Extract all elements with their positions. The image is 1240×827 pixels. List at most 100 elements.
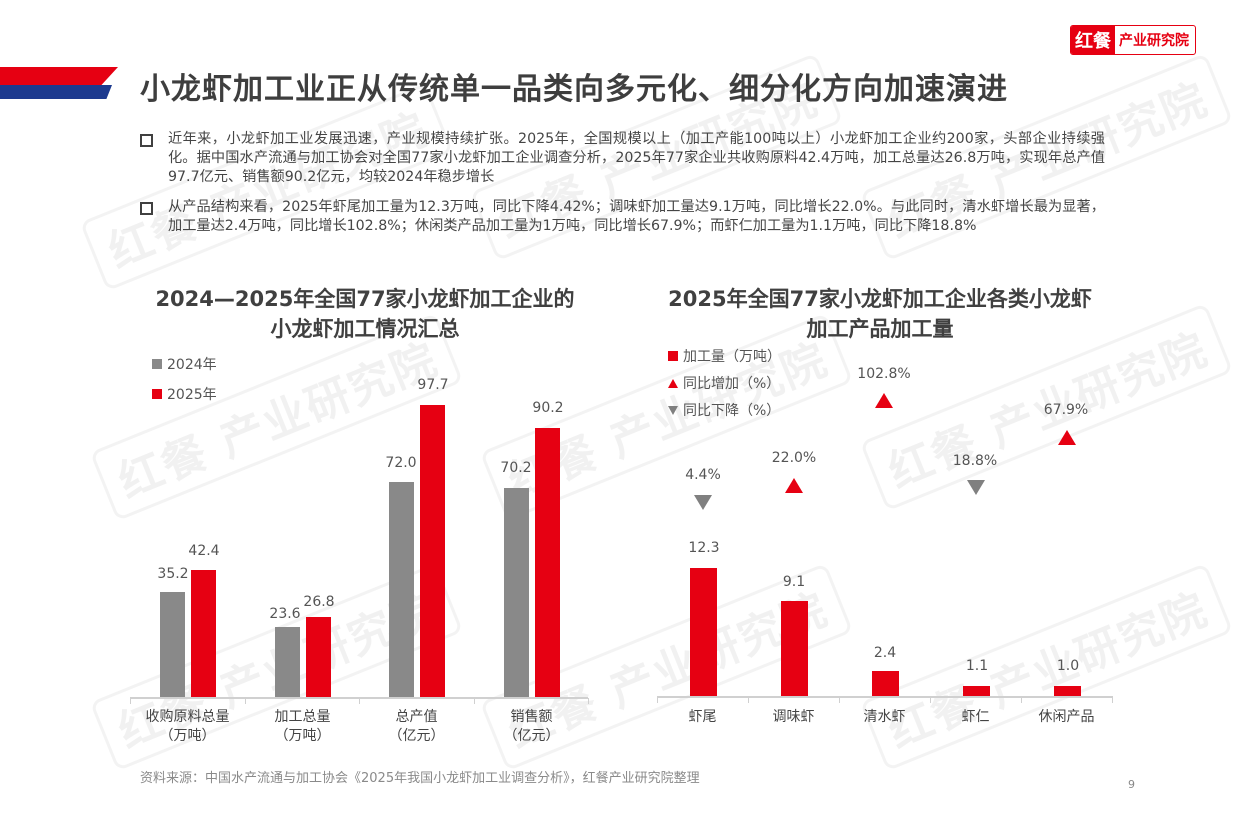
value-label: 35.2 <box>157 566 189 582</box>
legend-label: 2025年 <box>167 387 217 403</box>
category-label: 虾仁 <box>961 709 990 725</box>
header-accent-red-bar <box>0 67 118 85</box>
left-chart-legend: 2024年 2025年 <box>152 354 217 404</box>
legend-label: 加工量（万吨） <box>683 349 781 365</box>
yoy-label: 22.0% <box>771 450 817 466</box>
category-line: （亿元） <box>503 728 560 744</box>
legend-item-decrease: 同比下降（%） <box>668 400 781 420</box>
right-chart-legend: 加工量（万吨） 同比增加（%） 同比下降（%） <box>668 346 781 420</box>
category-line: （万吨） <box>159 728 216 744</box>
bar-snack-products <box>1054 686 1081 696</box>
value-label: 9.1 <box>782 574 806 590</box>
legend-label: 同比增加（%） <box>683 376 781 392</box>
x-axis-tick <box>748 697 749 703</box>
value-label: 1.1 <box>965 658 989 674</box>
category-label: 清水虾 <box>863 709 906 725</box>
category-line: 总产值 <box>395 709 438 725</box>
x-axis-tick <box>657 697 658 703</box>
square-bullet-icon <box>140 134 153 147</box>
triangle-down-icon <box>694 495 712 510</box>
value-label: 12.3 <box>688 540 720 556</box>
category-label: 销售额 （亿元） <box>474 708 589 746</box>
category-line: 销售额 <box>510 709 553 725</box>
bullet-text: 近年来，小龙虾加工业发展迅速，产业规模持续扩张。2025年，全国规模以上（加工产… <box>168 131 1105 185</box>
triangle-up-icon <box>668 378 678 388</box>
value-label: 42.4 <box>188 543 220 559</box>
x-axis-tick <box>130 698 131 704</box>
category-label: 加工总量 （万吨） <box>245 708 360 746</box>
legend-item-increase: 同比增加（%） <box>668 373 781 393</box>
value-label: 2.4 <box>873 645 897 661</box>
triangle-down-icon <box>967 480 985 495</box>
yoy-label: 102.8% <box>857 366 911 382</box>
chart-title-line: 小龙虾加工情况汇总 <box>270 317 460 341</box>
bar-2024-sales <box>504 488 529 697</box>
bar-2024-processing <box>275 627 300 697</box>
chart-title-line: 2025年全国77家小龙虾加工企业各类小龙虾 <box>668 287 1092 311</box>
value-label: 90.2 <box>532 400 564 416</box>
legend-square-icon <box>152 359 162 369</box>
left-chart-plot: 35.2 42.4 23.6 26.8 72.0 97.7 70.2 90.2 <box>130 377 590 704</box>
category-line: （万吨） <box>274 728 331 744</box>
value-label: 97.7 <box>417 377 449 393</box>
triangle-up-icon <box>875 393 893 408</box>
source-note: 资料来源：中国水产流通与加工协会《2025年我国小龙虾加工业调查分析》，红餐产业… <box>140 771 700 786</box>
bar-2025-sales <box>535 428 560 697</box>
category-label: 总产值 （亿元） <box>359 708 474 746</box>
x-axis-tick <box>359 698 360 704</box>
bar-2025-processing <box>306 617 331 697</box>
bullet-paragraph-2: 从产品结构来看，2025年虾尾加工量为12.3万吨，同比下降4.42%；调味虾加… <box>140 198 1105 236</box>
page-title: 小龙虾加工业正从传统单一品类向多元化、细分化方向加速演进 <box>140 72 1008 107</box>
value-label: 1.0 <box>1056 658 1080 674</box>
chart-title-line: 2024—2025年全国77家小龙虾加工企业的 <box>155 287 575 311</box>
value-label: 26.8 <box>303 594 335 610</box>
bar-seasoned-crayfish <box>781 601 808 696</box>
header-accent-blue-bar <box>0 85 112 99</box>
bar-shrimp-tail <box>690 568 717 696</box>
watermark: 红餐 产业研究院 <box>79 82 454 292</box>
triangle-down-icon <box>668 405 678 415</box>
x-axis <box>657 696 1113 698</box>
triangle-up-icon <box>785 478 803 493</box>
x-axis-tick <box>1021 697 1022 703</box>
right-chart-plot: 12.3 9.1 2.4 1.1 1.0 4.4% 22.0% 102.8% 1… <box>657 360 1113 703</box>
yoy-label: 4.4% <box>685 467 721 483</box>
category-line: 收购原料总量 <box>145 709 230 725</box>
value-label: 70.2 <box>500 460 532 476</box>
yoy-label: 67.9% <box>1043 402 1089 418</box>
category-line: （亿元） <box>388 728 445 744</box>
bar-2025-output-value <box>420 405 445 697</box>
bar-shrimp-meat <box>963 686 990 696</box>
legend-item-2025: 2025年 <box>152 384 217 404</box>
bar-plain-boiled <box>872 671 899 696</box>
logo-brand-mark: 红餐 <box>1071 26 1115 54</box>
chart-title-line: 加工产品加工量 <box>806 317 954 341</box>
value-label: 72.0 <box>385 455 417 471</box>
bar-2024-raw-material <box>160 592 185 697</box>
x-axis-tick <box>1112 697 1113 703</box>
brand-logo: 红餐 产业研究院 <box>1070 25 1196 55</box>
x-axis-tick <box>839 697 840 703</box>
x-axis-tick <box>588 698 589 704</box>
category-label: 调味虾 <box>772 709 815 725</box>
legend-item-2024: 2024年 <box>152 354 217 374</box>
left-chart-title: 2024—2025年全国77家小龙虾加工企业的 小龙虾加工情况汇总 <box>130 284 600 344</box>
bar-2024-output-value <box>389 482 414 697</box>
legend-square-icon <box>668 351 678 361</box>
legend-item-volume: 加工量（万吨） <box>668 346 781 366</box>
page-number: 9 <box>1128 778 1135 791</box>
x-axis-tick <box>930 697 931 703</box>
legend-square-icon <box>152 389 162 399</box>
category-label: 虾尾 <box>688 709 717 725</box>
category-line: 加工总量 <box>274 709 331 725</box>
value-label: 23.6 <box>269 606 301 622</box>
category-label: 收购原料总量 （万吨） <box>130 708 245 746</box>
bar-2025-raw-material <box>191 570 216 697</box>
bullet-paragraph-1: 近年来，小龙虾加工业发展迅速，产业规模持续扩张。2025年，全国规模以上（加工产… <box>140 130 1105 187</box>
legend-label: 2024年 <box>167 357 217 373</box>
x-axis-tick <box>474 698 475 704</box>
bullet-text: 从产品结构来看，2025年虾尾加工量为12.3万吨，同比下降4.42%；调味虾加… <box>168 199 1105 234</box>
right-chart-title: 2025年全国77家小龙虾加工企业各类小龙虾 加工产品加工量 <box>640 284 1120 344</box>
square-bullet-icon <box>140 202 153 215</box>
category-label: 休闲产品 <box>1038 709 1095 725</box>
